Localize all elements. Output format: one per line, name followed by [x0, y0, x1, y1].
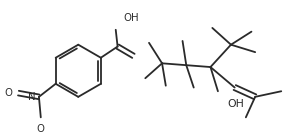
Text: OH: OH [227, 99, 244, 109]
Text: O: O [4, 88, 12, 98]
Text: O: O [37, 124, 45, 134]
Text: N: N [27, 92, 35, 102]
Text: OH: OH [123, 13, 139, 23]
